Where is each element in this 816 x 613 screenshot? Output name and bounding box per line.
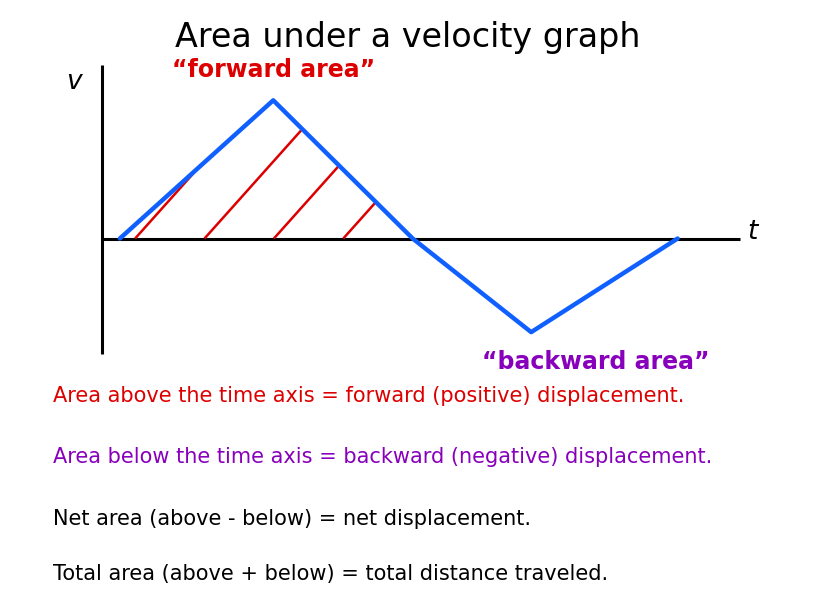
Text: Net area (above - below) = net displacement.: Net area (above - below) = net displacem… bbox=[53, 509, 531, 529]
Text: Total area (above + below) = total distance traveled.: Total area (above + below) = total dista… bbox=[53, 564, 608, 584]
Text: t: t bbox=[747, 219, 758, 245]
Text: Area above the time axis = forward (positive) displacement.: Area above the time axis = forward (posi… bbox=[53, 386, 685, 406]
Text: Area below the time axis = backward (negative) displacement.: Area below the time axis = backward (neg… bbox=[53, 447, 712, 468]
Text: “forward area”: “forward area” bbox=[172, 58, 375, 83]
Text: “backward area”: “backward area” bbox=[482, 350, 710, 374]
Text: v: v bbox=[66, 69, 82, 95]
Text: Area under a velocity graph: Area under a velocity graph bbox=[175, 21, 641, 55]
